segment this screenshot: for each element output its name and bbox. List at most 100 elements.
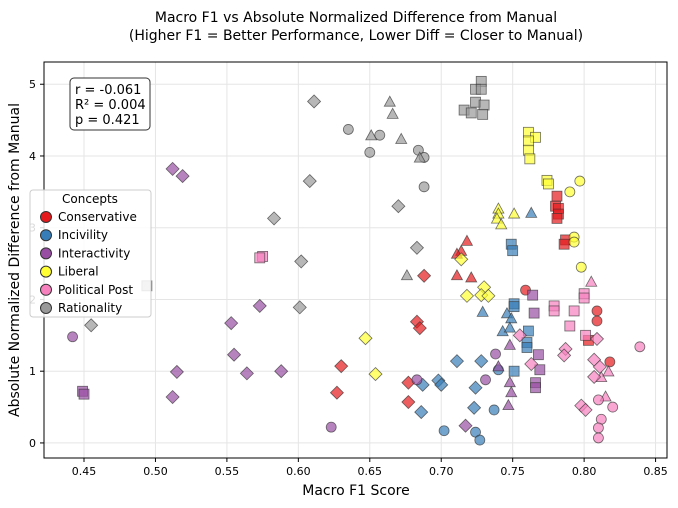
- point-interactivity-square: [528, 307, 540, 319]
- legend-label: Conservative: [58, 210, 137, 224]
- point-interactivity-triangle: [492, 360, 505, 372]
- point-political-post-diamond: [512, 328, 527, 343]
- point-liberal-circle: [568, 236, 580, 248]
- point-rationality-square: [475, 83, 487, 95]
- point-conservative-diamond: [401, 394, 416, 410]
- point-incivility-square: [508, 301, 520, 313]
- point-liberal-diamond: [481, 288, 496, 303]
- point-interactivity-square: [78, 388, 90, 400]
- point-rationality-triangle: [400, 268, 414, 281]
- point-political-post-triangle: [602, 365, 615, 377]
- point-liberal-diamond: [459, 288, 475, 303]
- point-incivility-triangle: [503, 321, 516, 333]
- point-political-post-circle: [593, 432, 604, 444]
- point-incivility-triangle: [505, 311, 518, 324]
- point-incivility-diamond: [414, 405, 429, 420]
- legend-label: Interactivity: [58, 246, 130, 260]
- point-incivility-circle: [438, 425, 450, 437]
- x-axis-label: Macro F1 Score: [302, 483, 409, 499]
- x-tick-label: 0.50: [143, 465, 168, 478]
- point-political-post-square: [568, 305, 580, 317]
- point-conservative-circle: [591, 315, 603, 327]
- point-interactivity-diamond: [274, 364, 289, 379]
- legend-marker: [40, 229, 52, 242]
- point-rationality-triangle: [413, 151, 426, 163]
- point-interactivity-circle: [411, 374, 423, 386]
- point-incivility-diamond: [468, 380, 483, 395]
- point-interactivity-triangle: [505, 385, 518, 398]
- point-liberal-diamond: [358, 331, 373, 346]
- legend-marker: [40, 211, 52, 223]
- point-rationality-triangle: [386, 107, 399, 119]
- point-rationality-diamond: [409, 240, 425, 255]
- legend: Concepts Conservative Incivility Interacti…: [29, 189, 152, 318]
- point-interactivity-square: [532, 349, 544, 361]
- legend-marker: [40, 283, 52, 296]
- point-rationality-circle: [418, 181, 430, 193]
- point-liberal-square: [522, 135, 534, 147]
- point-rationality-diamond: [292, 300, 307, 315]
- point-interactivity-diamond: [239, 366, 254, 381]
- point-political-post-square: [564, 320, 576, 332]
- point-interactivity-circle: [325, 421, 337, 433]
- point-liberal-diamond: [368, 366, 383, 382]
- point-incivility-diamond: [434, 377, 449, 392]
- point-interactivity-diamond: [165, 161, 180, 176]
- stats-box: r = -0.061 R² = 0.004 p = 0.421: [69, 77, 151, 131]
- point-rationality-circle: [374, 129, 386, 141]
- data-points: [67, 75, 646, 446]
- point-interactivity-diamond: [165, 389, 180, 405]
- point-conservative-diamond: [412, 321, 427, 336]
- point-interactivity-diamond: [224, 316, 239, 331]
- point-interactivity-diamond: [226, 347, 242, 362]
- x-tick-label: 0.70: [429, 465, 454, 478]
- point-interactivity-diamond: [175, 168, 190, 184]
- point-political-post-circle: [607, 401, 619, 413]
- x-tick-label: 0.75: [500, 465, 525, 478]
- point-interactivity-square: [530, 382, 541, 394]
- point-rationality-circle: [342, 124, 354, 135]
- point-incivility-square: [521, 342, 533, 353]
- point-conservative-square: [558, 238, 570, 250]
- point-rationality-triangle: [383, 95, 396, 107]
- y-tick-label: 0: [29, 437, 36, 450]
- legend-marker: [40, 302, 52, 314]
- legend-label: Incivility: [58, 228, 108, 242]
- point-rationality-triangle: [395, 132, 408, 144]
- y-tick-label: 4: [29, 150, 36, 163]
- legend-marker: [40, 247, 52, 260]
- point-conservative-diamond: [329, 385, 344, 400]
- legend-label: Liberal: [58, 265, 99, 279]
- point-political-post-diamond: [587, 369, 602, 385]
- point-rationality-square: [477, 108, 489, 120]
- point-interactivity-square: [527, 289, 539, 301]
- x-tick-label: 0.65: [358, 465, 383, 478]
- point-rationality-square: [478, 99, 490, 111]
- point-political-post-square: [580, 329, 591, 341]
- legend-marker: [40, 265, 52, 278]
- point-incivility-circle: [488, 404, 500, 416]
- y-tick-label: 5: [29, 78, 36, 91]
- y-tick-label: 1: [29, 365, 36, 378]
- stat-p: p = 0.421: [75, 113, 140, 128]
- point-conservative-circle: [604, 356, 616, 368]
- point-conservative-circle: [591, 305, 603, 317]
- point-political-post-diamond: [557, 348, 572, 363]
- point-incivility-circle: [474, 434, 486, 446]
- stat-r2: R² = 0.004: [75, 98, 146, 113]
- x-tick-label: 0.55: [215, 465, 240, 478]
- point-liberal-square: [524, 153, 536, 165]
- point-rationality-diamond: [391, 199, 406, 214]
- point-conservative-square: [551, 190, 563, 202]
- point-conservative-triangle: [450, 268, 464, 281]
- point-interactivity-diamond: [169, 364, 184, 379]
- point-interactivity-triangle: [503, 338, 516, 350]
- point-conservative-diamond: [334, 359, 349, 374]
- point-rationality-diamond: [266, 211, 282, 226]
- point-political-post-diamond: [592, 359, 607, 374]
- point-incivility-diamond: [449, 354, 465, 369]
- point-interactivity-diamond: [458, 418, 473, 433]
- point-political-post-diamond: [524, 356, 539, 372]
- legend-title: Concepts: [62, 192, 118, 206]
